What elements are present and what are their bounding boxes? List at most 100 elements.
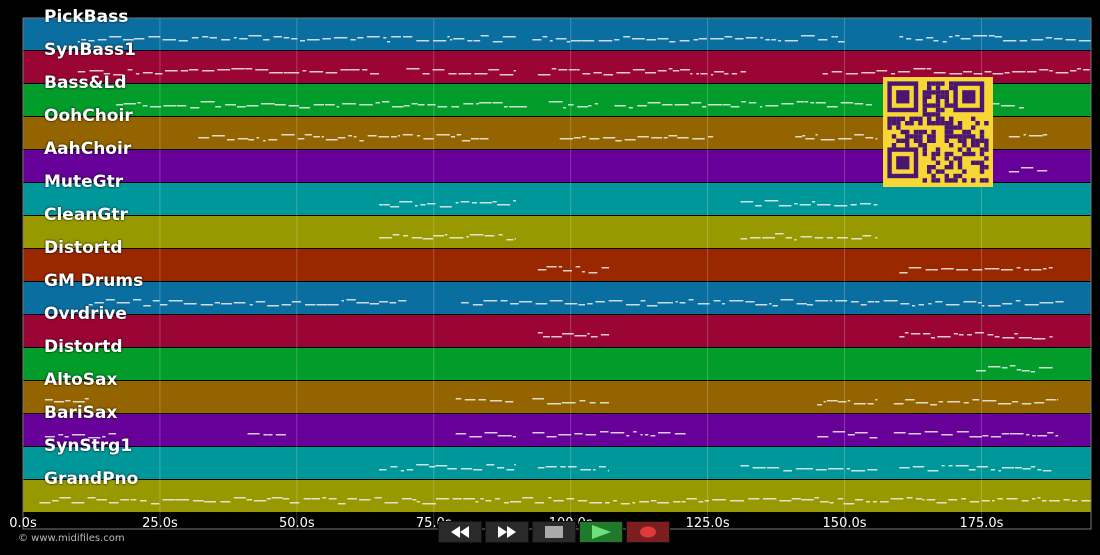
note (729, 300, 744, 302)
stop-button[interactable] (532, 521, 576, 543)
note (391, 106, 404, 108)
note (968, 469, 976, 471)
note (698, 501, 704, 503)
note (108, 502, 119, 504)
note (668, 68, 673, 70)
track-lane-bg (23, 480, 1091, 512)
note (1042, 500, 1047, 502)
track-lane[interactable] (23, 249, 1091, 281)
note (589, 402, 596, 404)
note (178, 40, 188, 42)
record-button[interactable] (626, 521, 670, 543)
note (927, 470, 939, 472)
note (945, 304, 960, 306)
note (246, 105, 259, 107)
note (506, 469, 515, 471)
note (1042, 134, 1048, 136)
note (735, 38, 744, 40)
note (714, 71, 725, 73)
note (815, 134, 818, 136)
note (675, 301, 678, 303)
note (990, 469, 995, 471)
note (500, 300, 508, 302)
note (461, 302, 469, 304)
note (1037, 469, 1042, 471)
note (1006, 498, 1018, 500)
note (305, 304, 316, 306)
note (233, 497, 246, 499)
note (214, 302, 221, 304)
note (880, 501, 889, 503)
note (384, 502, 399, 504)
note (152, 300, 160, 302)
note (581, 136, 586, 138)
track-lane-bg (23, 282, 1091, 314)
note (686, 498, 697, 500)
note (503, 502, 510, 504)
note (321, 136, 324, 138)
note (784, 40, 799, 42)
note-segment (975, 365, 1053, 373)
note (926, 37, 934, 39)
play-button[interactable] (579, 521, 623, 543)
qr-code-icon[interactable] (883, 77, 993, 187)
note (936, 502, 947, 504)
note (692, 138, 705, 140)
note (390, 466, 398, 468)
track-lane[interactable] (23, 282, 1091, 314)
note (578, 304, 585, 306)
fast-forward-button[interactable] (485, 521, 529, 543)
note (740, 465, 750, 467)
note (1039, 69, 1049, 71)
rewind-button[interactable] (438, 521, 482, 543)
track-lane[interactable] (23, 447, 1091, 479)
track-lane[interactable] (23, 315, 1091, 347)
note (601, 267, 610, 269)
note-segment (247, 433, 286, 436)
note (837, 468, 844, 470)
note (204, 501, 216, 503)
note (537, 467, 545, 469)
note (997, 498, 1003, 500)
note (748, 102, 757, 104)
note (740, 238, 748, 240)
note (851, 470, 866, 472)
note (148, 36, 161, 38)
note (402, 36, 413, 38)
track-lane[interactable] (23, 480, 1091, 512)
note (322, 38, 331, 40)
track-lane[interactable] (23, 414, 1091, 446)
note (1055, 435, 1059, 437)
note (281, 304, 291, 306)
note (256, 137, 260, 139)
note (249, 304, 253, 306)
note (379, 237, 392, 239)
note (600, 431, 609, 433)
track-lane[interactable] (23, 183, 1091, 215)
note (800, 35, 815, 37)
note (859, 203, 871, 205)
note (233, 302, 246, 304)
track-lane[interactable] (23, 18, 1091, 50)
track-lane[interactable] (23, 216, 1091, 248)
note (514, 464, 516, 466)
note (826, 400, 838, 402)
note (760, 37, 763, 39)
note (383, 37, 387, 39)
note (657, 502, 669, 504)
track-lane[interactable] (23, 348, 1091, 380)
note (551, 336, 562, 338)
note (801, 499, 814, 501)
note (594, 103, 599, 105)
note (1018, 337, 1032, 339)
note (867, 469, 878, 471)
note (568, 69, 577, 71)
note (865, 137, 874, 139)
track-lane[interactable] (23, 381, 1091, 413)
track-label: AltoSax (44, 370, 118, 390)
note-segment (537, 332, 610, 338)
note (77, 71, 86, 73)
note-segment (537, 466, 610, 472)
note (509, 106, 519, 108)
